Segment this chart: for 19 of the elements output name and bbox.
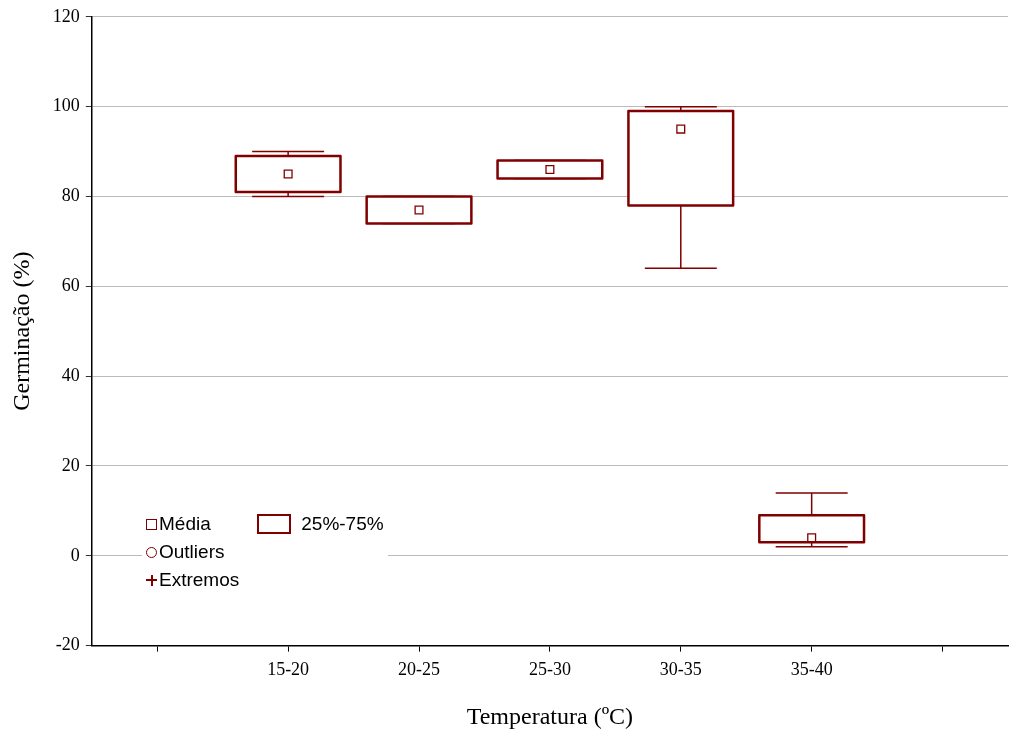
y-tick-label: 100 (52, 95, 80, 116)
y-tick-label: 120 (52, 5, 80, 26)
legend-label: 25%-75% (301, 513, 384, 535)
x-tick-label: 15-20 (267, 659, 310, 680)
x-axis-title: Temperatura (ºC) (466, 702, 634, 729)
x-tick-label: 30-35 (659, 659, 702, 680)
y-tick-label: 0 (70, 544, 80, 565)
y-axis-title: Germinação (%) (7, 251, 34, 411)
x-tick-label: 20-25 (398, 659, 441, 680)
legend-label: Média (159, 513, 211, 535)
x-tick-label: 25-30 (528, 659, 571, 680)
legend-label: Outliers (159, 541, 225, 563)
y-tick-label: 80 (61, 185, 80, 206)
y-tick-label: -20 (55, 634, 80, 655)
y-tick-label: 40 (61, 364, 80, 385)
legend-label: Extremos (159, 569, 240, 591)
x-tick-label: 35-40 (790, 659, 833, 680)
y-tick-label: 60 (61, 275, 80, 296)
y-tick-label: 20 (61, 454, 80, 475)
